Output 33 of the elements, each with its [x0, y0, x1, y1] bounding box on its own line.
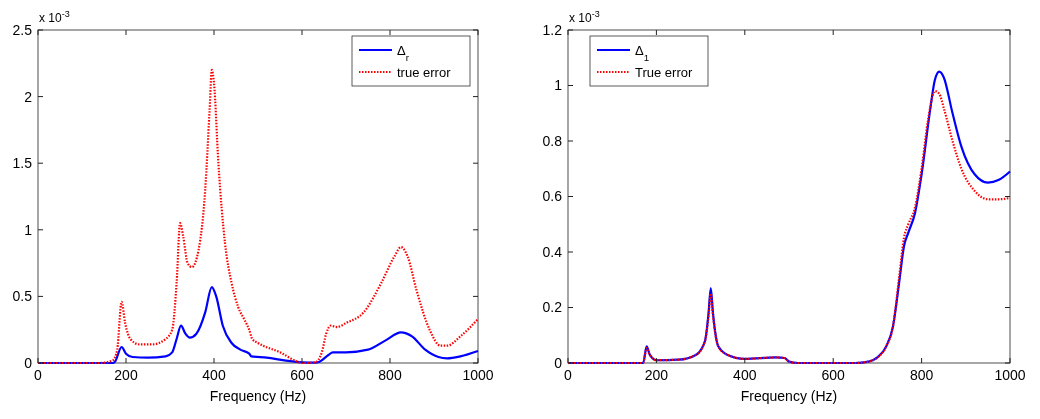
- y-tick-label: 0: [24, 354, 33, 371]
- y-tick-label: 2.5: [12, 21, 33, 38]
- text: x 10$^{-3}$: [39, 9, 70, 25]
- legend-label: Δ$_{r}$: [397, 42, 410, 63]
- x-tick-label: 0: [34, 367, 43, 383]
- y-tick-label: 0.6: [542, 188, 563, 205]
- y-tick-label: 1.5: [12, 155, 33, 172]
- x-tick-label: 1000: [994, 367, 1026, 383]
- x-tick-label: 800: [909, 367, 934, 383]
- x-tick-label: 1000: [462, 367, 494, 383]
- y-tick-label: 0: [554, 354, 563, 371]
- x-tick-label: 800: [378, 367, 402, 383]
- y-tick-label: 1: [554, 77, 563, 94]
- legend-label: true error: [397, 64, 452, 80]
- x-tick-label: 600: [290, 367, 314, 383]
- text: x 10$^{-3}$: [569, 9, 600, 25]
- y-tick-label: 0.5: [12, 288, 33, 305]
- x-tick-label: 0: [564, 367, 573, 383]
- x-axis-title: Frequency (Hz): [740, 388, 838, 404]
- x-tick-label: 200: [644, 367, 669, 383]
- y-tick-label: 0.8: [542, 132, 563, 149]
- x-tick-label: 600: [821, 367, 846, 383]
- x-tick-label: 200: [114, 367, 138, 383]
- y-tick-label: 0.4: [542, 243, 563, 260]
- x-axis-title: Frequency (Hz): [209, 388, 307, 404]
- y-tick-label: 0.2: [542, 299, 563, 316]
- y-tick-label: 1: [24, 221, 33, 238]
- y-tick-label: 1.2: [542, 21, 563, 38]
- x-tick-label: 400: [733, 367, 757, 383]
- y-tick-label: 2: [24, 88, 33, 105]
- x-tick-label: 400: [202, 367, 226, 383]
- legend-label: True error: [635, 64, 693, 80]
- legend-label: Δ$_{1}$: [635, 42, 650, 63]
